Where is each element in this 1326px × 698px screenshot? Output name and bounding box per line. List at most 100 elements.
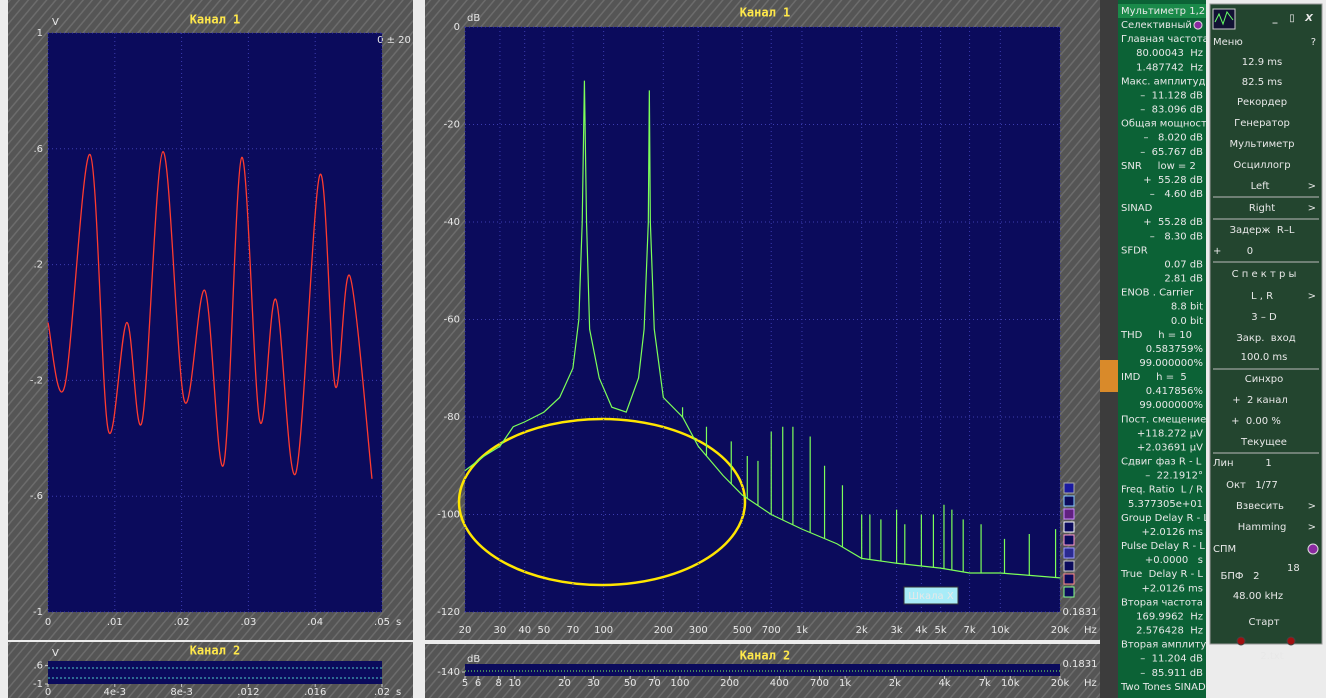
menu-item[interactable]: Задерж R–L bbox=[1230, 225, 1295, 236]
x-tick-label: 30 bbox=[494, 625, 507, 636]
menu-item[interactable]: L , R bbox=[1251, 291, 1273, 302]
menu-item[interactable]: Текущее bbox=[1240, 437, 1287, 448]
measure-label: True Delay R - L bbox=[1120, 569, 1203, 580]
menu-item[interactable]: Left bbox=[1251, 181, 1270, 192]
measure-label: Two Tones SINAD bbox=[1120, 682, 1206, 693]
x-tick-label: 400 bbox=[770, 678, 789, 689]
menu-item[interactable]: Right bbox=[1249, 203, 1275, 214]
x-unit: Hz bbox=[1084, 625, 1097, 636]
multimeter-title: Мультиметр 1,2 bbox=[1121, 6, 1205, 17]
x-unit: s bbox=[396, 617, 401, 628]
corner-value: 0.1831 bbox=[1063, 607, 1098, 618]
menu-item[interactable]: 12.9 ms bbox=[1242, 57, 1282, 68]
y-tick-label: .2 bbox=[33, 260, 43, 271]
menu-item[interactable]: Рекордер bbox=[1237, 97, 1287, 108]
measure-value: 80.00043 Hz bbox=[1136, 48, 1203, 59]
window-title: Канал 2 bbox=[740, 649, 791, 663]
x-tick-label: 8 bbox=[496, 678, 502, 689]
x-tick-label: 70 bbox=[567, 625, 580, 636]
menu-item[interactable]: С п е к т р ы bbox=[1232, 269, 1297, 280]
measure-value: – 83.096 dB bbox=[1140, 105, 1203, 116]
menu-panel bbox=[1209, 3, 1323, 645]
measure-value: 8.8 bit bbox=[1171, 302, 1203, 313]
x-tick-label: 50 bbox=[538, 625, 551, 636]
menu-item[interactable]: + 0 bbox=[1213, 246, 1253, 257]
measure-value: +2.0126 ms bbox=[1142, 527, 1204, 538]
x-tick-label: 4k bbox=[915, 625, 927, 636]
x-tick-label: 40 bbox=[518, 625, 531, 636]
window-title: Канал 1 bbox=[190, 13, 241, 27]
menu-item[interactable]: 3 – D bbox=[1251, 312, 1277, 323]
spectrum-line bbox=[464, 80, 1061, 579]
y-tick-label: .6 bbox=[33, 661, 43, 672]
x-tick-label: 2k bbox=[889, 678, 901, 689]
menu-item[interactable]: 82.5 ms bbox=[1242, 77, 1282, 88]
measure-value: – 8.020 dB bbox=[1143, 133, 1203, 144]
measure-label: Вторая частота bbox=[1121, 597, 1203, 608]
oscilloscope-plot bbox=[48, 33, 382, 612]
measure-label: Сдвиг фаз R - L bbox=[1121, 457, 1202, 468]
x-tick-label: .012 bbox=[237, 687, 259, 698]
waveform bbox=[47, 151, 373, 479]
menu-item[interactable]: 48.00 kHz bbox=[1233, 591, 1283, 602]
y-tick-label: -80 bbox=[444, 412, 460, 423]
measure-value: 5.377305e+01 bbox=[1128, 499, 1203, 510]
measure-label: Вторая амплитуда bbox=[1121, 640, 1219, 651]
x-tick-label: 7k bbox=[979, 678, 991, 689]
window-control: X bbox=[1304, 13, 1314, 24]
x-tick-label: 100 bbox=[670, 678, 689, 689]
corner-value: 0.1831 bbox=[1063, 659, 1098, 670]
x-tick-label: 500 bbox=[733, 625, 752, 636]
multimeter-text: Мультиметр 1,2 Селективный Главная частота… bbox=[1120, 6, 1219, 693]
x-tick-label: 7k bbox=[963, 625, 975, 636]
y-unit: dB bbox=[467, 13, 480, 24]
x-tick-label: 50 bbox=[624, 678, 637, 689]
menu-item[interactable]: СПМ bbox=[1213, 544, 1236, 555]
menu-item[interactable]: + 0.00 % bbox=[1231, 416, 1281, 427]
app-icon-glyph bbox=[1214, 10, 1234, 26]
menu-arrow: ? bbox=[1311, 37, 1316, 48]
x-tick-label: 20k bbox=[1051, 625, 1070, 636]
window-title: Канал 1 bbox=[740, 6, 791, 20]
x-tick-label: 10k bbox=[1001, 678, 1020, 689]
menu-item[interactable]: Hamming bbox=[1238, 522, 1287, 533]
y-tick-label: -120 bbox=[437, 607, 460, 618]
x-tick-label: 20k bbox=[1051, 678, 1070, 689]
menu-item[interactable]: Генератор bbox=[1234, 118, 1290, 129]
file-name: 2.txt bbox=[1260, 651, 1283, 662]
y-tick-label: -100 bbox=[437, 510, 460, 521]
x-tick-label: .02 bbox=[174, 617, 190, 628]
menu-item[interactable]: Старт bbox=[1248, 617, 1279, 628]
menu-item[interactable]: Окт 1/77 bbox=[1226, 480, 1278, 491]
menu-item[interactable]: БПФ 2 bbox=[1221, 571, 1260, 582]
menu-item[interactable]: Лин 1 bbox=[1213, 458, 1272, 469]
side-strip-accent bbox=[1100, 360, 1118, 392]
menu-item[interactable]: + 2 канал bbox=[1232, 395, 1288, 406]
mode-indicator bbox=[1193, 20, 1203, 30]
menu-arrow: > bbox=[1308, 522, 1316, 533]
menu-item[interactable]: Меню bbox=[1213, 37, 1243, 48]
x-tick-label: .02 bbox=[374, 687, 390, 698]
menu-superscript: 18 bbox=[1287, 563, 1300, 574]
menu-item[interactable]: Взвесить bbox=[1236, 501, 1284, 512]
menu-item[interactable]: 100.0 ms bbox=[1241, 352, 1288, 363]
measure-label: Пост. смещение bbox=[1121, 414, 1206, 425]
y-tick-label: -1 bbox=[33, 607, 43, 618]
menu-item[interactable]: Закр. вход bbox=[1236, 333, 1295, 344]
x-tick-label: 0 bbox=[45, 687, 51, 698]
measure-value: 99.000000% bbox=[1139, 400, 1203, 411]
y-tick-label: 0 bbox=[454, 22, 460, 33]
measure-label: Макс. амплитуда bbox=[1121, 76, 1212, 87]
x-tick-label: .01 bbox=[107, 617, 123, 628]
menu-arrow: > bbox=[1308, 181, 1316, 192]
menu-item[interactable]: Синхро bbox=[1245, 374, 1283, 385]
x-tick-label: .04 bbox=[307, 617, 323, 628]
measure-value: +2.03691 µV bbox=[1137, 442, 1203, 453]
menu-item[interactable]: Мультиметр bbox=[1229, 139, 1294, 150]
measure-value: – 22.1912° bbox=[1145, 471, 1203, 482]
x-tick-label: 700 bbox=[762, 625, 781, 636]
menu-item[interactable]: Осциллогр bbox=[1233, 160, 1290, 171]
measure-value: + 55.28 dB bbox=[1143, 217, 1203, 228]
